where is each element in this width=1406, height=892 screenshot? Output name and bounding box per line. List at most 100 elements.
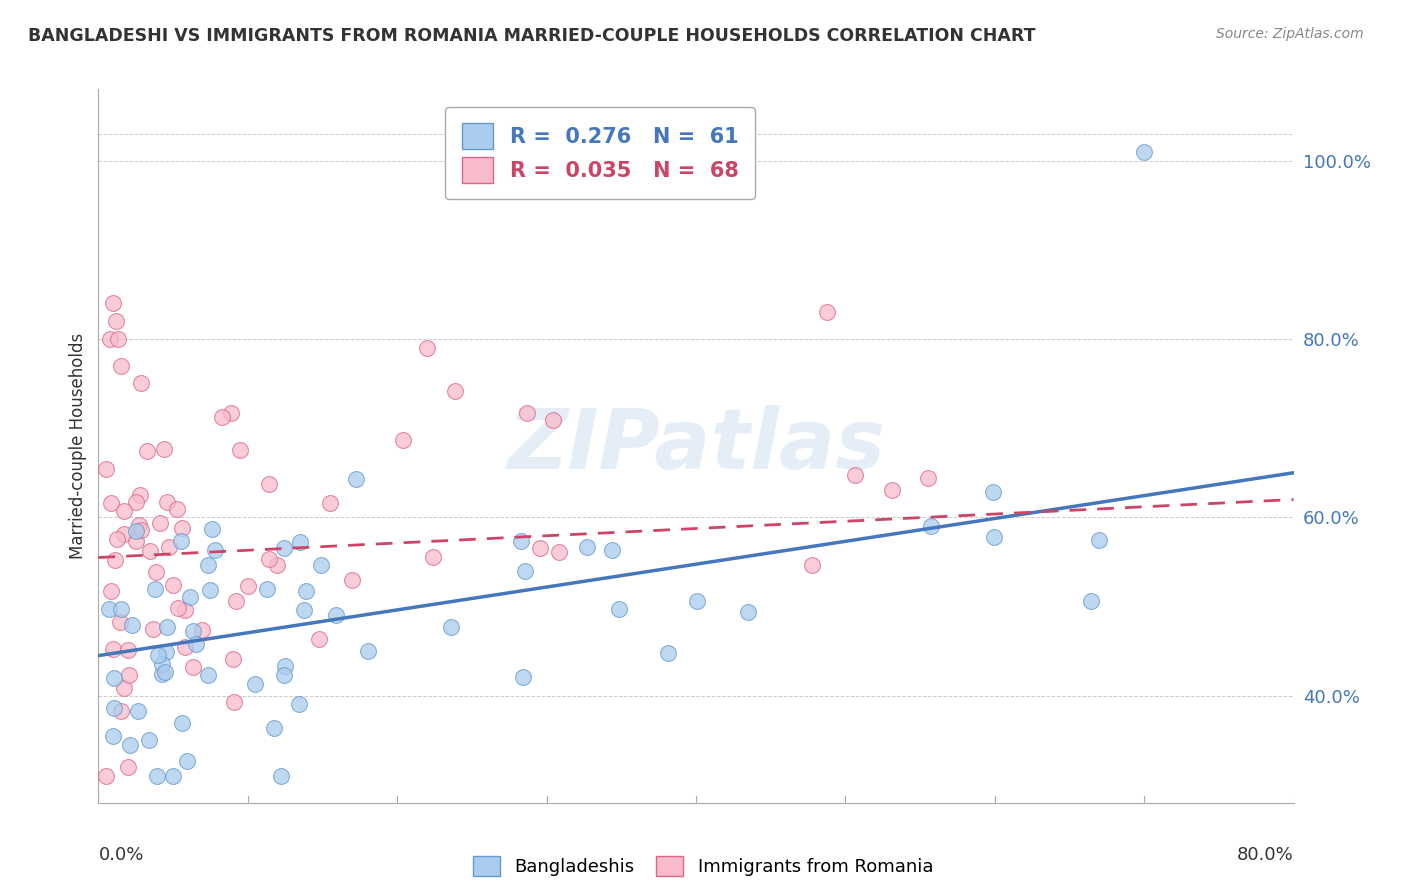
Point — [148, 516, 170, 530]
Point — [512, 670, 534, 684]
Point — [290, 535, 312, 549]
Point — [263, 721, 285, 735]
Point — [513, 564, 536, 578]
Point — [174, 602, 197, 616]
Point — [800, 558, 823, 573]
Point — [1080, 594, 1102, 608]
Point — [97, 602, 120, 616]
Point — [107, 332, 129, 346]
Point — [155, 645, 177, 659]
Point — [917, 471, 939, 485]
Point — [600, 543, 623, 558]
Point — [128, 518, 150, 533]
Point — [125, 524, 148, 538]
Point — [325, 607, 347, 622]
Point — [257, 552, 280, 566]
Point — [257, 476, 280, 491]
Point — [103, 296, 125, 310]
Point — [143, 582, 166, 597]
Point — [541, 412, 564, 426]
Point — [921, 518, 943, 533]
Point — [200, 583, 222, 598]
Point — [357, 643, 380, 657]
Point — [270, 769, 292, 783]
Point — [157, 540, 180, 554]
Point — [129, 523, 152, 537]
Text: 0.0%: 0.0% — [98, 846, 143, 863]
Point — [1133, 145, 1156, 159]
Point — [392, 433, 415, 447]
Point — [243, 677, 266, 691]
Point — [118, 668, 141, 682]
Point — [737, 605, 759, 619]
Point — [94, 461, 117, 475]
Point — [191, 623, 214, 637]
Point — [125, 495, 148, 509]
Point — [340, 573, 363, 587]
Point — [222, 695, 245, 709]
Point — [156, 495, 179, 509]
Point — [181, 660, 204, 674]
Point — [815, 304, 838, 318]
Point — [145, 769, 167, 783]
Point — [166, 601, 188, 615]
Point — [100, 584, 122, 599]
Point — [112, 504, 135, 518]
Point — [103, 700, 125, 714]
Point — [156, 620, 179, 634]
Point — [225, 594, 247, 608]
Text: Source: ZipAtlas.com: Source: ZipAtlas.com — [1216, 27, 1364, 41]
Point — [516, 405, 538, 419]
Point — [129, 376, 152, 390]
Y-axis label: Married-couple Households: Married-couple Households — [69, 333, 87, 559]
Point — [100, 496, 122, 510]
Point — [344, 473, 367, 487]
Point — [575, 540, 598, 554]
Point — [509, 534, 531, 549]
Point — [162, 769, 184, 783]
Point — [1087, 533, 1109, 548]
Point — [416, 341, 439, 355]
Point — [135, 444, 157, 458]
Point — [295, 584, 318, 599]
Point — [273, 668, 295, 682]
Point — [117, 643, 139, 657]
Point — [292, 603, 315, 617]
Point — [197, 668, 219, 682]
Point — [170, 521, 193, 535]
Text: BANGLADESHI VS IMMIGRANTS FROM ROMANIA MARRIED-COUPLE HOUSEHOLDS CORRELATION CHA: BANGLADESHI VS IMMIGRANTS FROM ROMANIA M… — [28, 27, 1036, 45]
Point — [184, 637, 207, 651]
Point — [96, 769, 118, 783]
Point — [844, 467, 866, 482]
Point — [173, 640, 195, 654]
Point — [170, 533, 193, 548]
Point — [148, 648, 170, 662]
Point — [266, 558, 288, 573]
Point — [211, 409, 233, 424]
Point — [983, 531, 1005, 545]
Point — [309, 558, 332, 572]
Point — [104, 553, 127, 567]
Point — [112, 681, 135, 696]
Legend: Bangladeshis, Immigrants from Romania: Bangladeshis, Immigrants from Romania — [465, 848, 941, 883]
Point — [110, 359, 132, 373]
Point — [117, 760, 139, 774]
Text: 80.0%: 80.0% — [1237, 846, 1294, 863]
Point — [529, 541, 551, 555]
Point — [179, 590, 201, 604]
Point — [98, 332, 122, 346]
Point — [318, 496, 340, 510]
Point — [110, 615, 132, 629]
Point — [101, 642, 124, 657]
Point — [288, 697, 311, 711]
Point — [138, 543, 160, 558]
Point — [145, 565, 167, 579]
Point — [422, 550, 444, 565]
Point — [170, 716, 193, 731]
Point — [444, 384, 467, 399]
Point — [440, 619, 463, 633]
Point — [110, 704, 132, 718]
Point — [162, 578, 184, 592]
Point — [880, 483, 903, 497]
Point — [124, 533, 146, 548]
